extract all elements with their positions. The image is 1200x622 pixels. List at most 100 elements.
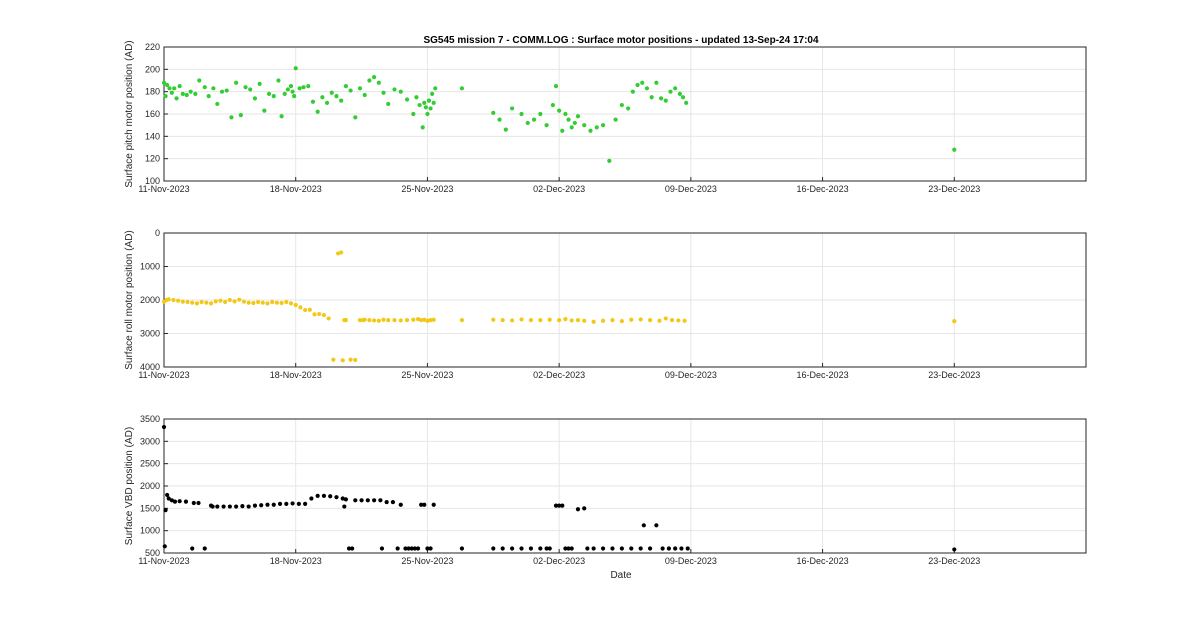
data-point bbox=[262, 108, 267, 113]
data-point bbox=[265, 301, 270, 306]
data-point bbox=[626, 106, 631, 111]
data-point bbox=[422, 502, 427, 507]
data-point bbox=[557, 108, 562, 113]
data-point bbox=[223, 299, 228, 305]
data-point bbox=[234, 504, 239, 509]
data-point bbox=[171, 297, 176, 303]
data-point bbox=[538, 318, 543, 323]
data-point bbox=[390, 499, 396, 505]
data-point bbox=[426, 98, 432, 103]
data-point bbox=[208, 301, 214, 306]
data-point bbox=[284, 501, 289, 506]
data-point bbox=[312, 312, 317, 317]
data-point bbox=[952, 319, 957, 324]
data-point bbox=[260, 300, 265, 305]
data-point bbox=[180, 91, 185, 96]
data-point bbox=[544, 546, 549, 551]
data-point bbox=[619, 546, 624, 551]
gridlines bbox=[164, 419, 1086, 553]
data-point bbox=[398, 89, 403, 94]
data-point bbox=[684, 100, 689, 105]
data-point bbox=[519, 111, 524, 117]
data-point bbox=[161, 80, 167, 85]
data-point bbox=[644, 86, 650, 91]
data-point bbox=[167, 86, 172, 91]
x-tick-label: 23-Dec-2023 bbox=[928, 556, 980, 566]
data-point bbox=[169, 90, 174, 95]
data-point bbox=[519, 317, 524, 322]
data-point bbox=[292, 94, 297, 99]
data-point bbox=[307, 307, 312, 312]
data-point bbox=[232, 299, 237, 304]
data-point bbox=[550, 102, 555, 108]
x-tick-label: 23-Dec-2023 bbox=[928, 370, 980, 380]
y-tick-label: 120 bbox=[145, 154, 160, 164]
data-point bbox=[176, 298, 181, 303]
data-point bbox=[384, 499, 389, 505]
data-point bbox=[673, 546, 678, 551]
data-point bbox=[398, 318, 403, 323]
plot-frame bbox=[163, 46, 1087, 182]
x-tick-label: 09-Dec-2023 bbox=[665, 556, 717, 566]
data-point bbox=[241, 299, 247, 304]
data-point bbox=[619, 102, 624, 108]
data-point bbox=[569, 318, 574, 323]
data-point bbox=[163, 508, 168, 513]
data-point bbox=[663, 98, 668, 103]
data-point bbox=[357, 318, 363, 323]
data-point bbox=[334, 495, 339, 500]
data-point bbox=[285, 87, 290, 92]
data-point bbox=[342, 504, 347, 509]
data-point bbox=[219, 89, 225, 94]
data-point bbox=[582, 123, 587, 128]
data-point bbox=[569, 125, 574, 130]
data-point bbox=[372, 498, 377, 503]
data-point bbox=[610, 318, 615, 323]
data-point bbox=[422, 100, 427, 105]
data-point bbox=[491, 546, 496, 551]
data-point bbox=[666, 546, 672, 551]
x-tick-label: 18-Nov-2023 bbox=[270, 556, 322, 566]
data-point bbox=[237, 297, 242, 302]
data-point bbox=[613, 117, 618, 122]
data-point bbox=[553, 503, 559, 508]
data-point bbox=[266, 91, 272, 96]
data-point bbox=[257, 81, 262, 86]
data-point bbox=[386, 101, 391, 107]
data-point bbox=[301, 85, 306, 90]
data-point bbox=[329, 90, 334, 95]
data-point bbox=[359, 498, 364, 503]
data-point bbox=[531, 117, 537, 122]
data-point bbox=[428, 318, 433, 323]
data-point bbox=[279, 114, 284, 119]
data-point bbox=[172, 86, 177, 91]
data-point bbox=[425, 318, 430, 323]
data-point bbox=[353, 357, 358, 363]
axes-pitch: 11-Nov-2023 18-Nov-2023 25-Nov-2023 02-Dec-… bbox=[124, 40, 1087, 194]
data-point bbox=[204, 300, 209, 305]
data-point bbox=[423, 105, 428, 110]
data-point bbox=[246, 504, 251, 509]
x-tick-label: 09-Dec-2023 bbox=[665, 184, 717, 194]
scatter-points bbox=[161, 424, 957, 552]
data-point bbox=[411, 317, 416, 322]
data-point bbox=[557, 503, 562, 508]
data-point bbox=[321, 493, 327, 498]
y-tick-label: 500 bbox=[145, 548, 160, 558]
data-point bbox=[431, 100, 436, 105]
data-point bbox=[196, 500, 201, 506]
data-point bbox=[317, 311, 322, 317]
data-point bbox=[234, 80, 239, 85]
x-tick-label: 02-Dec-2023 bbox=[533, 370, 585, 380]
data-point bbox=[575, 318, 581, 323]
data-point bbox=[213, 299, 218, 304]
data-point bbox=[682, 318, 687, 323]
data-point bbox=[165, 82, 170, 88]
data-point bbox=[459, 86, 465, 91]
data-point bbox=[404, 318, 410, 323]
data-point bbox=[428, 106, 433, 111]
data-point bbox=[430, 91, 435, 96]
data-point bbox=[381, 90, 386, 95]
x-tick-label: 18-Nov-2023 bbox=[270, 370, 322, 380]
y-axis-label: Surface roll motor position (AD) bbox=[124, 230, 135, 370]
